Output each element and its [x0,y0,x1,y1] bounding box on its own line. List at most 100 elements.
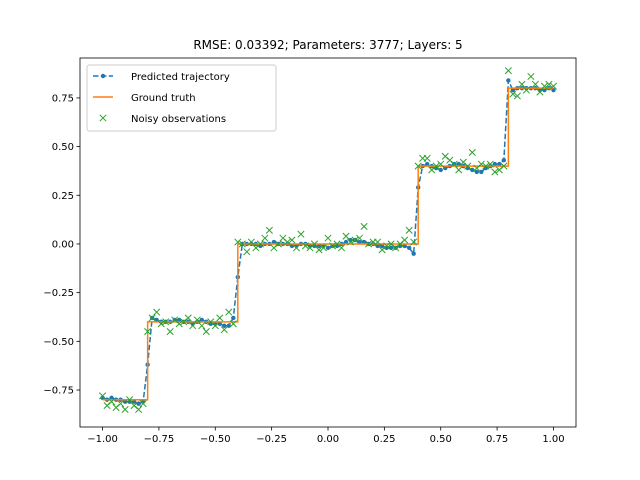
noisy-observation-marker [328,242,337,250]
noisy-observation-marker [324,234,332,242]
predicted-point [131,399,137,404]
noisy-observation-marker [365,240,373,248]
noisy-observation-marker [346,238,355,246]
noisy-observation-marker [162,318,170,326]
predicted-point [217,321,222,326]
noisy-observation-marker [198,322,206,330]
noisy-observation-marker [247,238,255,246]
noisy-observation-marker [374,238,382,246]
noisy-observation-marker [549,82,558,90]
noisy-observation-marker [518,80,526,88]
y-tick-label: −0.50 [43,337,74,348]
legend-label: Ground truth [131,93,196,104]
noisy-observation-marker [229,320,237,328]
noisy-observation-marker [261,234,269,242]
predicted-point [551,87,556,93]
predicted-point [510,87,516,93]
chart-title: RMSE: 0.03392; Parameters: 3777; Layers:… [193,38,462,52]
predicted-point [136,401,141,406]
predicted-point [506,78,511,83]
noisy-observation-marker [509,90,517,98]
noisy-observation-marker [401,236,409,244]
noisy-observation-marker [432,162,440,170]
predicted-point [474,169,479,175]
predicted-point [231,315,236,321]
noisy-observation-marker [216,314,224,322]
x-tick-label: −0.50 [200,434,231,445]
noisy-observation-marker [121,405,129,414]
noisy-observation-marker [139,400,147,408]
noisy-observation-marker [319,244,328,252]
y-tick-label: 0.25 [52,191,74,202]
noisy-observation-marker [513,92,521,100]
noisy-observation-marker [220,326,228,334]
legend-predicted-marker [100,73,106,79]
noisy-observation-marker [351,236,359,244]
noisy-observation-marker [211,322,219,330]
noisy-observation-marker [450,160,458,168]
x-tick-label: −0.25 [256,434,287,445]
noisy-observation-marker [536,88,544,96]
predicted-point [222,323,227,328]
noisy-observation-marker [166,328,174,336]
noisy-observation-marker [193,316,201,324]
noisy-observation-marker [153,308,161,316]
noisy-observation-marker [256,240,264,248]
noisy-observation-marker [283,238,291,246]
x-tick-label: 0.75 [486,434,508,445]
noisy-observation-marker [148,314,156,322]
noisy-observation-marker [225,308,233,316]
x-tick-label: 0.25 [373,434,395,445]
noisy-observation-marker [98,392,107,400]
noisy-observation-marker [486,160,494,168]
noisy-observation-marker [297,230,305,238]
predicted-point [343,239,349,245]
noisy-observation-marker [234,238,242,246]
noisy-observation-marker [189,322,197,330]
predicted-point [542,87,547,93]
x-tick-label: 1.00 [542,434,564,445]
y-tick-label: 0.50 [52,142,74,153]
noisy-observation-marker [135,405,143,414]
noisy-observation-marker [238,240,246,248]
x-tick-label: −1.00 [87,434,118,445]
noisy-observation-marker [337,244,346,252]
x-tick-label: 0.50 [430,434,452,445]
noisy-observation-marker [315,246,323,254]
noisy-observation-marker [202,328,210,336]
noisy-observation-marker [274,240,282,248]
noisy-observation-marker [356,234,364,242]
y-tick-label: −0.75 [43,386,74,397]
predicted-point [497,161,502,167]
predicted-point [271,239,277,245]
noisy-observation-marker [175,320,183,328]
predicted-point [316,243,322,249]
noisy-observation-marker [243,248,251,256]
predicted-point [357,239,362,245]
noisy-observation-marker [545,80,553,88]
predicted-point [406,245,412,251]
noisy-observation-marker [410,238,418,246]
predicted-point [411,251,416,256]
legend-label: Noisy observations [131,114,226,125]
legend: Predicted trajectory Ground truth Noisy ob… [86,64,277,132]
noisy-observation-marker [522,86,530,94]
predicted-point [425,161,430,167]
noisy-observation-marker [184,314,192,322]
noisy-observation-marker [342,232,350,240]
predicted-point [492,161,498,167]
noisy-observation-marker [527,72,535,81]
noisy-observation-marker [455,166,463,174]
x-tick-label: −0.75 [144,434,175,445]
noisy-observation-marker [383,242,391,250]
noisy-observation-marker [360,222,368,230]
noisy-observation-marker [414,162,422,170]
ground-truth-line [102,87,554,401]
legend-noisy-marker [99,114,107,122]
noisy-observation-marker [464,162,472,170]
y-tick-label: 0.00 [52,239,74,250]
predicted-point [388,245,394,251]
noisy-observation-marker [504,67,512,75]
predicted-point [456,161,461,167]
